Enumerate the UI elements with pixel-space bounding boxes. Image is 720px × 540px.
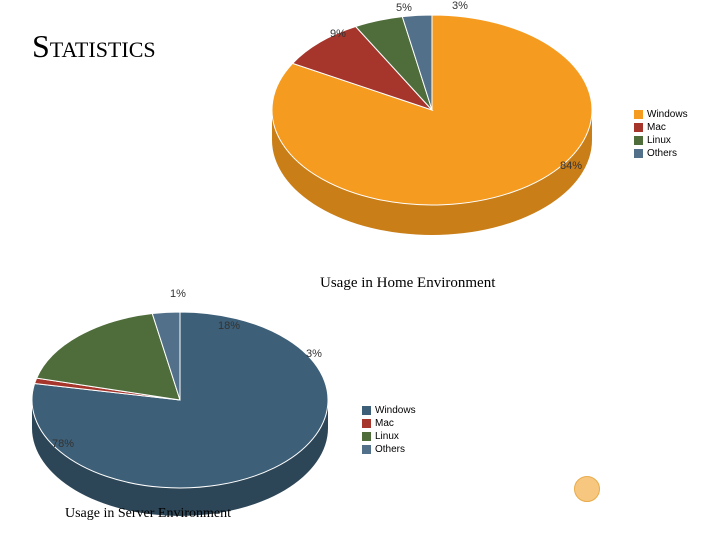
legend-label: Mac bbox=[375, 417, 394, 430]
legend-server: WindowsMacLinuxOthers bbox=[362, 404, 416, 456]
legend-item: Mac bbox=[634, 121, 688, 134]
legend-item: Mac bbox=[362, 417, 416, 430]
pie-server bbox=[22, 302, 338, 526]
legend-label: Linux bbox=[647, 134, 671, 147]
legend-label: Windows bbox=[375, 404, 416, 417]
legend-label: Others bbox=[647, 147, 677, 160]
slice-label: 84% bbox=[560, 160, 582, 172]
legend-swatch bbox=[362, 419, 371, 428]
legend-item: Windows bbox=[362, 404, 416, 417]
legend-swatch bbox=[634, 110, 643, 119]
legend-item: Others bbox=[362, 443, 416, 456]
legend-swatch bbox=[362, 406, 371, 415]
pie-home bbox=[262, 5, 602, 245]
legend-swatch bbox=[634, 136, 643, 145]
pie-home-svg bbox=[262, 5, 602, 245]
legend-item: Windows bbox=[634, 108, 688, 121]
legend-item: Linux bbox=[362, 430, 416, 443]
legend-swatch bbox=[362, 432, 371, 441]
slice-label: 78% bbox=[52, 438, 74, 450]
page-title: Statistics bbox=[32, 28, 156, 65]
slice-label: 18% bbox=[218, 320, 240, 332]
slice-label: 1% bbox=[170, 288, 186, 300]
legend-swatch bbox=[634, 123, 643, 132]
chart-title-server: Usage in Server Environment bbox=[65, 506, 231, 522]
accent-dot bbox=[574, 476, 600, 502]
slice-label: 9% bbox=[330, 28, 346, 40]
legend-home: WindowsMacLinuxOthers bbox=[634, 108, 688, 160]
legend-swatch bbox=[362, 445, 371, 454]
slice-label: 3% bbox=[306, 348, 322, 360]
slice-label: 3% bbox=[452, 0, 468, 12]
legend-label: Windows bbox=[647, 108, 688, 121]
legend-label: Others bbox=[375, 443, 405, 456]
chart-title-home: Usage in Home Environment bbox=[320, 275, 495, 292]
legend-item: Linux bbox=[634, 134, 688, 147]
legend-label: Linux bbox=[375, 430, 399, 443]
legend-label: Mac bbox=[647, 121, 666, 134]
slice-label: 5% bbox=[396, 2, 412, 14]
legend-item: Others bbox=[634, 147, 688, 160]
pie-server-svg bbox=[22, 302, 338, 526]
legend-swatch bbox=[634, 149, 643, 158]
